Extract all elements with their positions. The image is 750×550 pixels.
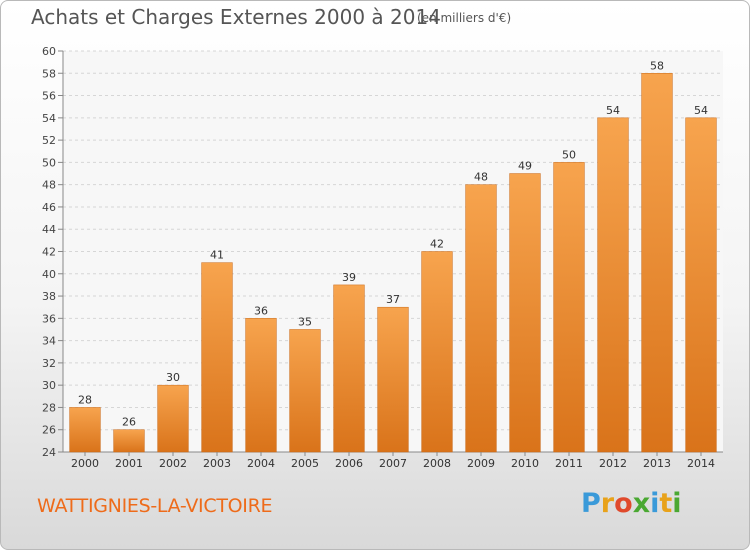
data-label-2007: 37	[386, 293, 400, 306]
x-tick-label-2008: 2008	[423, 457, 451, 470]
data-label-2014: 54	[694, 104, 708, 117]
bar-2010	[509, 173, 541, 453]
y-tick-label: 48	[42, 179, 56, 192]
data-label-2006: 39	[342, 271, 356, 284]
data-label-2009: 48	[474, 171, 488, 184]
logo-letter: i	[650, 488, 660, 519]
x-tick-label-2007: 2007	[379, 457, 407, 470]
bar-2004	[245, 318, 277, 453]
data-label-2005: 35	[298, 315, 312, 328]
bar-2000	[69, 407, 101, 453]
bar-2011	[553, 162, 585, 453]
x-tick-label-2001: 2001	[115, 457, 143, 470]
x-tick-label-2014: 2014	[687, 457, 715, 470]
data-label-2001: 26	[122, 416, 136, 429]
data-label-2012: 54	[606, 104, 620, 117]
bar-2007	[377, 306, 409, 453]
bars	[69, 73, 717, 453]
x-tick-label-2003: 2003	[203, 457, 231, 470]
y-tick-label: 34	[42, 335, 56, 348]
y-tick-label: 46	[42, 201, 56, 214]
bar-2005	[289, 329, 321, 453]
bar-2001	[113, 429, 145, 453]
y-tick-label: 42	[42, 246, 56, 259]
chart-subtitle: (en milliers d'€)	[417, 11, 512, 25]
x-tick-label-2011: 2011	[555, 457, 583, 470]
x-tick-label-2005: 2005	[291, 457, 319, 470]
y-tick-label: 58	[42, 67, 56, 80]
bar-2012	[597, 117, 629, 453]
data-label-2008: 42	[430, 238, 444, 251]
x-tick-label-2000: 2000	[71, 457, 99, 470]
y-tick-label: 56	[42, 90, 56, 103]
logo-letter: i	[672, 488, 682, 519]
logo-letter: r	[600, 488, 615, 519]
x-tick-label-2012: 2012	[599, 457, 627, 470]
chart-title: Achats et Charges Externes 2000 à 2014	[31, 5, 441, 29]
logo-letter: o	[614, 488, 633, 519]
data-label-2011: 50	[562, 148, 576, 161]
y-tick-label: 30	[42, 379, 56, 392]
x-axis-ticks: 2000 2001 2002 2003 2004 2005 2006 2007 2008 2009…	[71, 452, 715, 470]
data-label-2003: 41	[210, 249, 224, 262]
data-label-2002: 30	[166, 371, 180, 384]
x-tick-label-2010: 2010	[511, 457, 539, 470]
proxiti-logo: Proxiti	[581, 488, 682, 519]
bar-2009	[465, 184, 497, 453]
bar-2002	[157, 384, 189, 453]
data-label-2000: 28	[78, 393, 92, 406]
data-label-2010: 49	[518, 160, 532, 173]
bar-2008	[421, 251, 453, 453]
data-label-2004: 36	[254, 304, 268, 317]
bar-2003	[201, 262, 233, 453]
data-label-2013: 58	[650, 59, 664, 72]
bar-2014	[685, 117, 717, 453]
x-tick-label-2002: 2002	[159, 457, 187, 470]
y-tick-label: 32	[42, 357, 56, 370]
y-tick-label: 28	[42, 401, 56, 414]
y-tick-label: 36	[42, 312, 56, 325]
x-tick-label-2006: 2006	[335, 457, 363, 470]
y-tick-label: 60	[42, 45, 56, 58]
y-tick-label: 50	[42, 156, 56, 169]
bar-2013	[641, 73, 673, 453]
x-tick-label-2004: 2004	[247, 457, 275, 470]
logo-letter: t	[659, 488, 673, 519]
y-tick-label: 44	[42, 223, 56, 236]
x-tick-label-2009: 2009	[467, 457, 495, 470]
data-labels: 28 26 30 41 36 35 39 37 42 48 49 50 54 58 54	[78, 59, 708, 428]
y-tick-label: 40	[42, 268, 56, 281]
town-name: WATTIGNIES-LA-VICTOIRE	[37, 495, 273, 517]
y-tick-label: 54	[42, 112, 56, 125]
bar-2006	[333, 284, 365, 453]
x-tick-label-2013: 2013	[643, 457, 671, 470]
y-tick-label: 26	[42, 424, 56, 437]
logo-letter: P	[581, 488, 601, 519]
y-tick-label: 38	[42, 290, 56, 303]
y-tick-label: 24	[42, 446, 56, 459]
logo-letter: x	[632, 488, 651, 519]
y-tick-label: 52	[42, 134, 56, 147]
